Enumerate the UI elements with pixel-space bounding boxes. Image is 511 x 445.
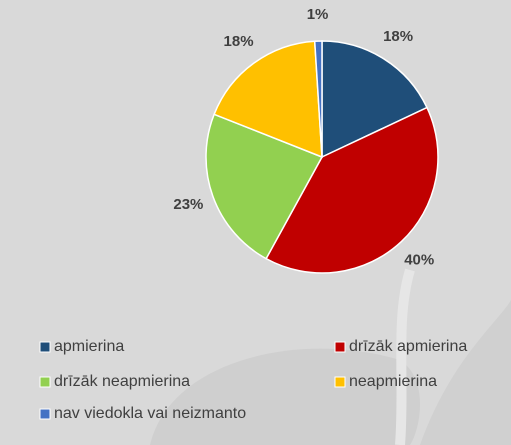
pie-slice [265,106,439,274]
pie: 18% 40% 23% 18% 1% [173,6,439,274]
legend-marker [334,376,346,388]
decoration [395,268,415,445]
pie-slice [205,113,324,260]
value-label: 18% [224,33,254,50]
legend-marker [39,376,51,388]
legend-marker [39,408,51,420]
value-label: 18% [383,28,413,45]
value-label: 40% [404,251,434,268]
legend-label: neapmierina [349,373,437,390]
legend-label: drīzāk apmierina [349,338,467,355]
value-label: 23% [173,196,203,213]
legend: apmierina drīzāk apmierina drīzāk neapmier… [39,338,467,422]
pie-slice [313,40,323,158]
pie-slice [213,40,323,159]
decoration [420,300,511,445]
legend-marker [334,341,346,353]
legend-marker [39,341,51,353]
legend-label: drīzāk neapmierina [54,373,190,390]
value-label: 1% [307,6,329,23]
decoration [150,348,420,445]
pie-slice [321,40,428,159]
legend-label: nav viedokla vai neizmanto [54,405,246,422]
legend-label: apmierina [54,338,124,355]
